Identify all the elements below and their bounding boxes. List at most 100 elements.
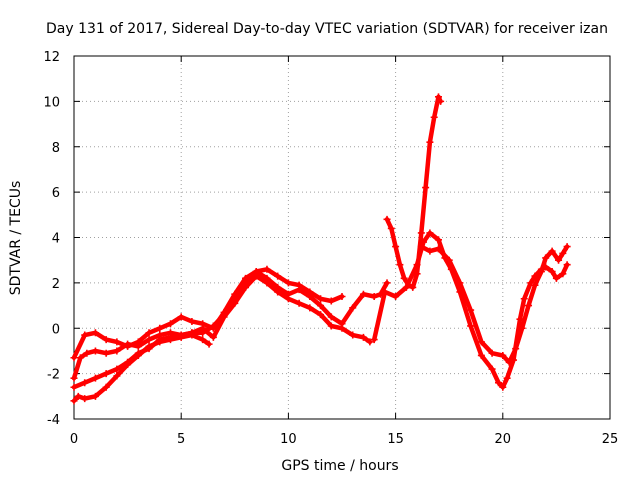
data-point xyxy=(188,331,196,339)
y-tick-label: 6 xyxy=(52,186,60,201)
data-point xyxy=(445,256,453,264)
y-tick-label: 4 xyxy=(52,232,60,247)
data-point xyxy=(402,283,410,291)
data-point xyxy=(177,313,185,321)
x-axis-label: GPS time / hours xyxy=(281,458,398,474)
data-point xyxy=(555,256,563,264)
data-point xyxy=(426,229,434,237)
data-point xyxy=(166,320,174,328)
data-point xyxy=(76,354,84,362)
data-point xyxy=(199,336,207,344)
data-point xyxy=(456,279,464,287)
data-point xyxy=(263,265,271,273)
data-point xyxy=(520,295,528,303)
data-point xyxy=(563,243,571,251)
data-point xyxy=(284,279,292,287)
data-point xyxy=(383,279,391,287)
y-tick-label: 2 xyxy=(52,277,60,292)
y-tick-label: -4 xyxy=(47,413,60,428)
data-point xyxy=(387,224,395,232)
data-point xyxy=(145,336,153,344)
series-line-track-7 xyxy=(419,244,570,365)
data-point xyxy=(113,338,121,346)
data-point xyxy=(477,338,485,346)
data-point xyxy=(274,272,282,280)
data-point xyxy=(145,342,153,350)
y-tick-label: 12 xyxy=(43,50,60,65)
data-point xyxy=(70,354,78,362)
data-point xyxy=(499,351,507,359)
y-axis-label: SDTVAR / TECUs xyxy=(8,181,24,296)
data-point xyxy=(383,215,391,223)
data-point xyxy=(124,342,132,350)
data-point xyxy=(417,243,425,251)
data-point xyxy=(209,324,217,332)
data-point xyxy=(338,324,346,332)
data-point xyxy=(113,365,121,373)
data-point xyxy=(392,243,400,251)
x-tick-label: 0 xyxy=(70,432,78,447)
data-point xyxy=(134,351,142,359)
x-tick-label: 10 xyxy=(280,432,297,447)
data-point xyxy=(413,261,421,269)
data-point xyxy=(417,229,425,237)
data-point xyxy=(381,288,389,296)
data-point xyxy=(338,292,346,300)
data-point xyxy=(499,383,507,391)
data-point xyxy=(209,333,217,341)
data-point xyxy=(306,304,314,312)
data-point xyxy=(359,333,367,341)
data-point xyxy=(166,336,174,344)
tick-marks xyxy=(73,55,611,420)
data-point xyxy=(537,268,545,276)
data-point xyxy=(295,281,303,289)
data-point xyxy=(74,392,82,400)
data-point xyxy=(124,361,132,369)
data-point xyxy=(317,311,325,319)
y-tick-label: 0 xyxy=(52,322,60,337)
series-track-2 xyxy=(70,272,374,391)
data-point xyxy=(327,322,335,330)
data-point xyxy=(81,331,89,339)
data-point xyxy=(434,93,442,101)
data-point xyxy=(505,358,513,366)
data-point xyxy=(102,383,110,391)
data-point xyxy=(177,333,185,341)
data-point xyxy=(220,308,228,316)
data-point xyxy=(70,397,78,405)
data-point xyxy=(306,288,314,296)
data-point xyxy=(548,247,556,255)
x-tick-label: 15 xyxy=(387,432,404,447)
data-point xyxy=(512,345,520,353)
data-series xyxy=(70,93,571,405)
data-point xyxy=(518,324,526,332)
data-point xyxy=(231,299,239,307)
data-point xyxy=(188,317,196,325)
data-point xyxy=(531,281,539,289)
data-point xyxy=(552,274,560,282)
data-point xyxy=(70,383,78,391)
data-point xyxy=(231,290,239,298)
data-point xyxy=(430,113,438,121)
data-point xyxy=(83,349,91,357)
data-point xyxy=(495,379,503,387)
data-point xyxy=(409,283,417,291)
data-point xyxy=(426,247,434,255)
data-point xyxy=(156,324,164,332)
y-tick-label: 10 xyxy=(43,95,60,110)
data-point xyxy=(366,338,374,346)
x-tick-label: 25 xyxy=(602,432,619,447)
data-point xyxy=(327,297,335,305)
data-point xyxy=(81,395,89,403)
data-point xyxy=(102,336,110,344)
data-point xyxy=(426,138,434,146)
data-point xyxy=(434,245,442,253)
data-point xyxy=(91,392,99,400)
data-point xyxy=(263,279,271,287)
chart-title: Day 131 of 2017, Sidereal Day-to-day VTE… xyxy=(46,21,608,37)
x-tick-label: 5 xyxy=(177,432,185,447)
data-point xyxy=(91,347,99,355)
data-point xyxy=(145,329,153,337)
data-point xyxy=(113,372,121,380)
